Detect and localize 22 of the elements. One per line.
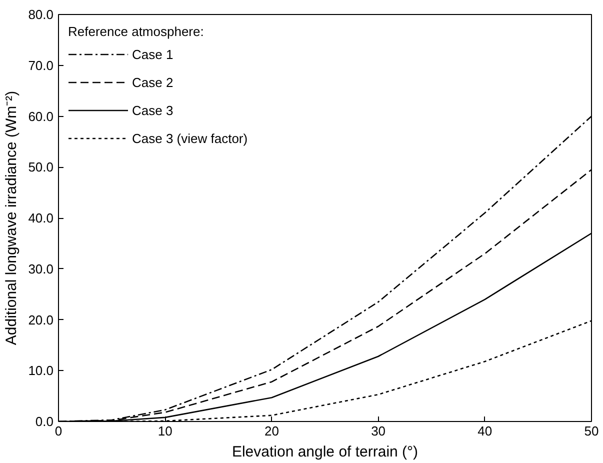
y-tick-label: 50.0 bbox=[28, 160, 54, 175]
legend-label: Case 3 (view factor) bbox=[132, 130, 248, 146]
y-tick-label: 30.0 bbox=[28, 261, 54, 276]
x-tick-label: 10 bbox=[158, 424, 172, 438]
legend-label: Case 3 bbox=[132, 102, 174, 118]
x-tick-label: 50 bbox=[584, 424, 599, 438]
x-tick-label: 30 bbox=[371, 424, 386, 438]
x-tick-label: 0 bbox=[54, 424, 62, 438]
y-tick-label: 0.0 bbox=[35, 414, 54, 429]
x-tick-label: 20 bbox=[264, 424, 279, 438]
y-tick-label: 40.0 bbox=[28, 210, 54, 226]
y-tick-label: 70.0 bbox=[28, 58, 54, 73]
x-axis-title: Elevation angle of terrain (°) bbox=[232, 444, 418, 460]
y-axis-title: Additional longwave irradiance (Wm⁻²) bbox=[3, 90, 20, 346]
legend-label: Case 2 bbox=[132, 74, 174, 90]
y-tick-label: 20.0 bbox=[28, 312, 54, 328]
x-tick-label: 40 bbox=[478, 424, 492, 438]
y-tick-label: 80.0 bbox=[28, 7, 54, 22]
y-tick-label: 60.0 bbox=[28, 108, 54, 124]
y-tick-label: 10.0 bbox=[28, 363, 54, 378]
legend-title: Reference atmosphere: bbox=[68, 24, 205, 39]
legend-label: Case 1 bbox=[132, 46, 174, 62]
